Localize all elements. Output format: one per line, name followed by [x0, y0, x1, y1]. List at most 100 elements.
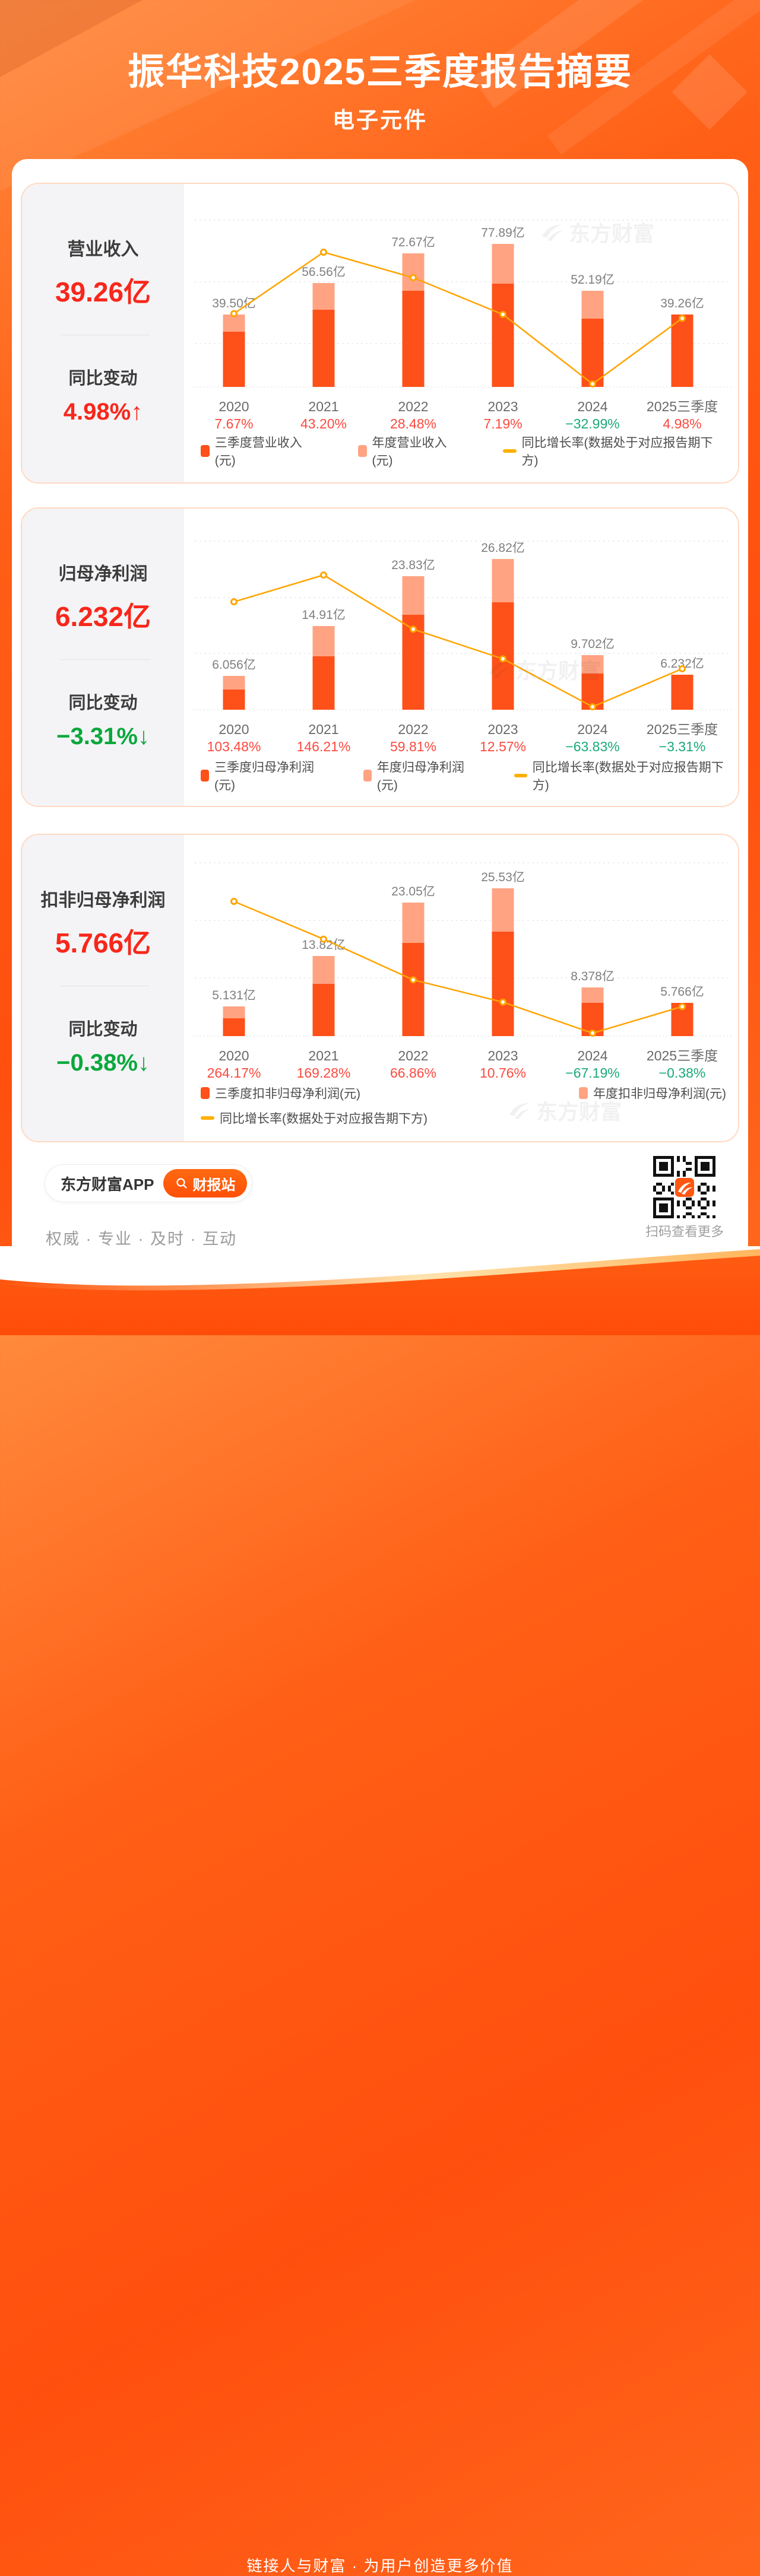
card-net-profit: 归母净利润 6.232亿 同比变动 −3.31%↓ 6.056亿 14.91亿 23…: [21, 507, 739, 807]
metric-value: 39.26亿: [55, 277, 151, 307]
legend-item: 三季度营业收入(元): [201, 433, 321, 469]
metric-panel: 归母净利润 6.232亿 同比变动 −3.31%↓: [22, 509, 184, 806]
bar-segment-annual: [402, 903, 425, 943]
x-axis-label: 2020: [218, 399, 249, 414]
line-marker: [410, 274, 417, 281]
line-marker: [589, 703, 596, 710]
bar-segment-q3: [312, 656, 335, 710]
growth-value-label: 12.57%: [480, 739, 526, 754]
bar-value-label: 13.82亿: [302, 938, 346, 952]
growth-value-label: 59.81%: [390, 739, 436, 754]
legend-item: 三季度扣非归母净利润(元): [201, 1084, 360, 1102]
growth-value-label: 103.48%: [207, 739, 261, 754]
legend-item: 年度扣非归母净利润(元): [579, 1084, 726, 1102]
bar-segment-q3: [312, 984, 335, 1036]
chart-plot: 5.131亿 13.82亿 23.05亿 25.53亿 8.378亿 5.766亿 2020…: [192, 862, 732, 1081]
growth-value-label: 146.21%: [297, 739, 351, 754]
x-axis-label: 2021: [308, 722, 338, 737]
growth-line: [233, 251, 683, 385]
bar-segment-q3: [402, 943, 425, 1036]
bar-value-label: 5.766亿: [660, 985, 704, 999]
bar-segment-q3: [312, 310, 335, 387]
x-axis-label: 2020: [218, 1048, 249, 1063]
legend-item: 三季度归母净利润(元): [201, 758, 327, 793]
metric-panel: 营业收入 39.26亿 同比变动 4.98%↑: [22, 184, 184, 482]
bar-segment-annual: [492, 559, 514, 602]
metric-label: 营业收入: [67, 240, 139, 259]
chart-legend: 三季度营业收入(元) 年度营业收入(元) 同比增长率(数据处于对应报告期下方): [201, 433, 726, 469]
bar-segment-annual: [492, 244, 514, 284]
x-axis-label: 2021: [308, 399, 338, 414]
legend-label: 同比增长率(数据处于对应报告期下方): [220, 1112, 428, 1126]
line-marker: [410, 976, 417, 984]
card-revenue: 营业收入 39.26亿 同比变动 4.98%↑ 39.50亿 56.56亿 72.6…: [21, 183, 739, 484]
chart-plot: 6.056亿 14.91亿 23.83亿 26.82亿 9.702亿 6.232亿 2020…: [192, 541, 732, 754]
bar-segment-annual: [402, 253, 425, 291]
bottom-strip: 链接人与财富 · 为用户创造更多价值: [0, 1246, 760, 2575]
bar-value-label: 9.702亿: [571, 637, 615, 651]
metric-value: 5.766亿: [55, 928, 151, 958]
x-axis-label: 2024: [577, 399, 607, 414]
change-value: −0.38%↓: [56, 1050, 150, 1076]
line-marker: [320, 249, 327, 256]
bar-segment-annual: [581, 655, 604, 674]
x-axis-label: 2023: [487, 722, 518, 737]
bar-segment-q3: [223, 1018, 245, 1036]
legend-item: 年度营业收入(元): [357, 433, 466, 469]
change-label: 同比变动: [68, 694, 138, 713]
line-marker: [499, 310, 506, 318]
change-value: 4.98%↑: [63, 399, 143, 425]
legend-item: 同比增长率(数据处于对应报告期下方): [514, 758, 726, 793]
change-label: 同比变动: [68, 369, 138, 388]
bar-segment-annual: [492, 888, 514, 932]
bar-segment-annual: [223, 315, 245, 332]
line-marker: [589, 1030, 596, 1037]
bar-segment-q3: [402, 291, 425, 387]
x-axis-label: 2024: [577, 722, 607, 737]
legend-label: 三季度扣非归母净利润(元): [215, 1087, 360, 1101]
report-station-label: 财报站: [192, 1177, 236, 1193]
growth-value-label: 43.20%: [300, 416, 347, 430]
growth-value-label: 264.17%: [207, 1065, 261, 1081]
chart-net-profit: 6.056亿 14.91亿 23.83亿 26.82亿 9.702亿 6.232亿 2020…: [184, 509, 738, 806]
line-marker: [589, 380, 596, 387]
bar-value-label: 23.83亿: [391, 558, 435, 572]
line-marker: [230, 898, 238, 905]
change-label: 同比变动: [68, 1020, 138, 1039]
bar-segment-q3: [671, 675, 694, 710]
metric-label: 归母净利润: [58, 564, 148, 584]
card-deducted-profit: 扣非归母净利润 5.766亿 同比变动 −0.38%↓ 5.131亿 13.82亿…: [21, 834, 739, 1142]
growth-value-label: 4.98%: [663, 416, 701, 430]
bar-segment-q3: [671, 315, 694, 387]
chart-deducted-profit: 5.131亿 13.82亿 23.05亿 25.53亿 8.378亿 5.766亿 2020…: [184, 835, 738, 1141]
growth-value-label: 10.76%: [480, 1065, 526, 1081]
growth-value-label: −3.31%: [659, 739, 706, 754]
page-subtitle: 电子元件: [332, 108, 428, 132]
chart-legend: 三季度扣非归母净利润(元) 年度扣非归母净利润(元): [201, 1084, 726, 1102]
x-axis-label: 2025三季度: [647, 399, 718, 414]
growth-value-label: −63.83%: [565, 739, 619, 754]
search-icon: [176, 1178, 188, 1189]
line-marker: [230, 310, 238, 317]
line-marker: [499, 655, 506, 663]
line-marker: [679, 665, 686, 673]
growth-line: [233, 900, 683, 1034]
x-axis-label: 2022: [398, 722, 428, 737]
app-pill: 东方财富APP 财报站: [45, 1164, 253, 1202]
legend-bar-swatch: [363, 770, 372, 782]
bar-value-label: 39.26亿: [660, 297, 704, 310]
growth-line: [233, 574, 683, 708]
bar-segment-annual: [581, 291, 604, 319]
bar-segment-q3: [581, 319, 604, 387]
bar-segment-q3: [492, 932, 514, 1036]
bar-segment-annual: [312, 283, 335, 310]
x-axis-label: 2023: [487, 399, 518, 414]
x-axis-label: 2022: [398, 1048, 428, 1063]
bar-value-label: 5.131亿: [212, 989, 256, 1002]
legend-label: 同比增长率(数据处于对应报告期下方): [532, 761, 724, 792]
growth-value-label: 7.19%: [483, 416, 522, 430]
legend-label: 年度归母净利润(元): [376, 761, 464, 792]
report-station-button[interactable]: 财报站: [163, 1169, 248, 1198]
metric-label: 扣非归母净利润: [40, 891, 166, 910]
growth-value-label: 7.67%: [214, 416, 253, 430]
